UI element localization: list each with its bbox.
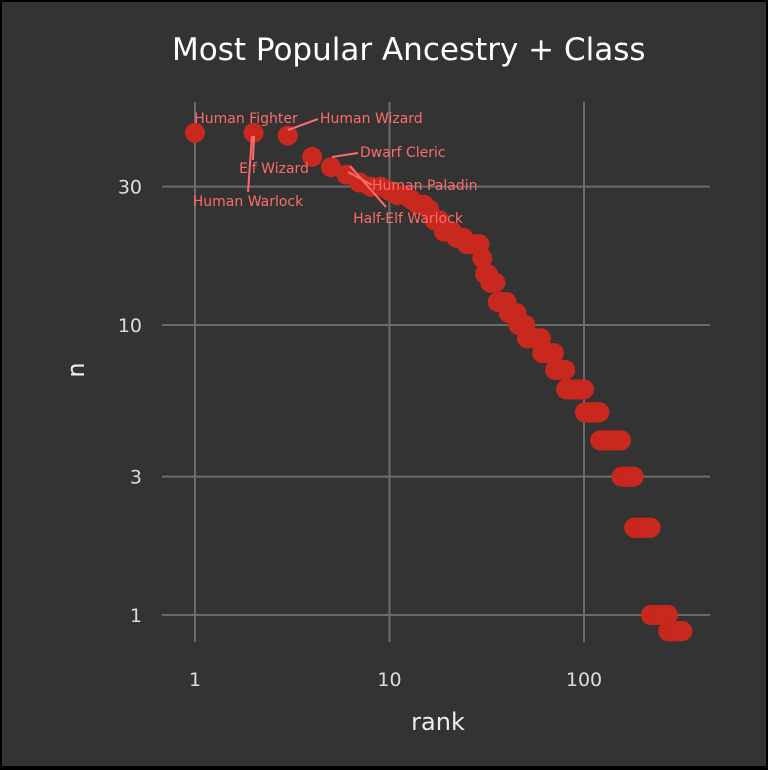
x-axis-title: rank — [411, 708, 465, 736]
data-point — [657, 605, 678, 625]
data-point — [555, 359, 576, 380]
x-tick-label: 10 — [377, 669, 401, 691]
axis-ticks: 1 10 100 1 3 10 30 — [118, 177, 602, 691]
chart-title: Most Popular Ancestry + Class — [172, 32, 646, 68]
data-point — [543, 343, 564, 364]
data-point — [574, 379, 594, 400]
annotation-label: Dwarf Cleric — [360, 145, 446, 161]
data-point — [185, 122, 205, 143]
data-point — [320, 157, 341, 178]
y-tick-label: 10 — [118, 315, 142, 337]
y-tick-label: 3 — [130, 467, 142, 489]
data-point — [640, 517, 661, 538]
data-points — [185, 122, 693, 642]
annotation-leader-line — [349, 165, 387, 208]
annotation-label: Human Fighter — [194, 111, 298, 127]
annotation-label: Human Paladin — [372, 178, 477, 194]
annotation-label: Human Wizard — [320, 111, 423, 127]
data-point — [277, 125, 298, 146]
annotation-leader-line — [247, 135, 253, 193]
annotation-label: Elf Wizard — [239, 161, 309, 177]
x-tick-label: 100 — [566, 669, 602, 691]
y-axis-title: n — [62, 362, 90, 377]
annotation-leader-line — [252, 135, 255, 161]
annotation-label: Half-Elf Warlock — [353, 211, 464, 227]
annotation-leader-line — [331, 152, 359, 158]
data-point — [672, 621, 693, 642]
x-tick-label: 1 — [189, 669, 201, 691]
point-annotations: Human Fighter Elf Wizard Human Warlock Huma… — [193, 111, 478, 227]
data-point — [243, 122, 264, 143]
y-tick-label: 1 — [130, 605, 142, 627]
annotation-leader-line — [287, 118, 319, 131]
data-point — [485, 272, 506, 293]
data-point — [472, 248, 493, 269]
data-point — [623, 466, 644, 487]
annotation-label: Human Warlock — [193, 194, 304, 210]
data-point — [589, 402, 610, 423]
y-tick-label: 30 — [118, 177, 142, 199]
data-point — [611, 430, 632, 451]
data-point — [302, 146, 323, 167]
